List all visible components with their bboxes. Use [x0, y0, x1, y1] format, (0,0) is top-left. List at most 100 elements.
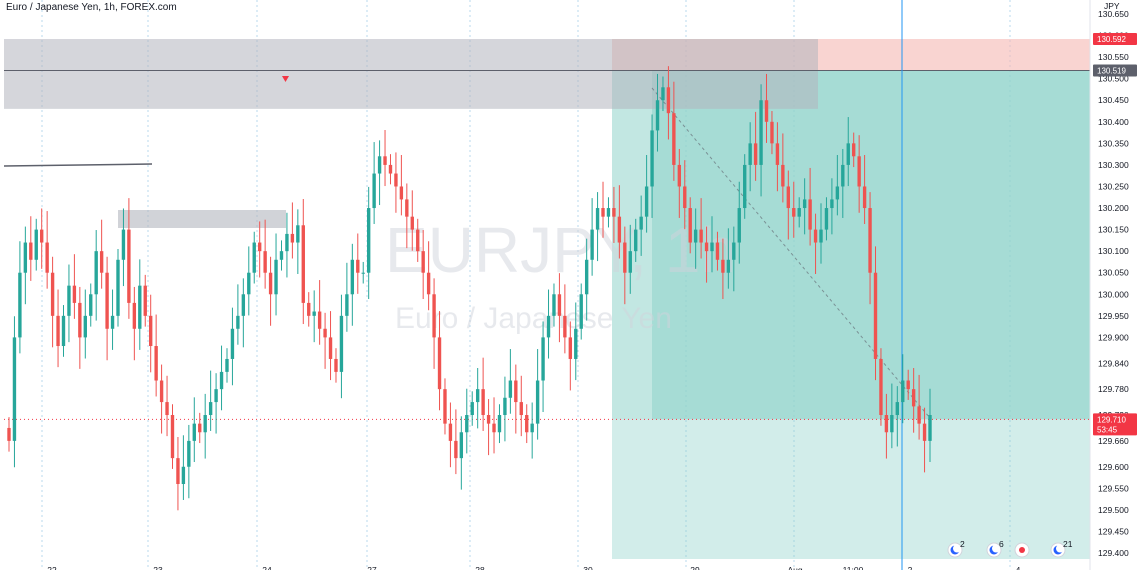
candle-body	[710, 242, 714, 252]
candle-body	[525, 415, 529, 433]
candle-body	[432, 294, 436, 338]
candle-body	[655, 100, 660, 131]
candle-body	[268, 272, 273, 295]
candle-body	[830, 199, 834, 209]
candle-body	[824, 208, 829, 230]
moon-cutout	[992, 544, 1000, 553]
candle-body	[666, 87, 671, 114]
candle-body	[868, 208, 872, 273]
earnings-moon-icon[interactable]: 6	[986, 539, 1004, 558]
candle-body	[7, 427, 11, 441]
candle-body	[753, 143, 758, 165]
candle-body	[78, 302, 82, 338]
price-tick-label: 130.200	[1098, 203, 1129, 213]
candle-body	[465, 415, 469, 433]
candle-body	[557, 294, 562, 316]
candle-body	[715, 242, 720, 260]
candle-body	[437, 337, 442, 390]
candle-body	[225, 358, 229, 372]
economic-event-icon[interactable]	[1014, 542, 1030, 558]
earnings-moon-icon[interactable]: 2	[947, 539, 965, 558]
candle-body	[852, 143, 856, 157]
candle-body	[138, 285, 142, 329]
candle-body	[410, 216, 414, 230]
candle-body	[165, 402, 169, 416]
candle-body	[568, 337, 573, 359]
candle-body	[628, 251, 632, 273]
candle-body	[29, 242, 33, 260]
candle-body	[612, 208, 616, 217]
price-tick-label: 129.500	[1098, 505, 1129, 515]
candle-body	[519, 402, 523, 416]
moon-cutout	[1056, 544, 1064, 553]
candle-body	[764, 100, 769, 122]
candle-body	[503, 397, 507, 416]
time-axis[interactable]: 22 23 24 27 28 30 29 Aug 11:00 2 4	[47, 565, 1021, 575]
candle-body	[475, 389, 480, 403]
candle-body	[530, 423, 534, 433]
candle-body	[497, 415, 502, 433]
candle-body	[377, 156, 382, 174]
candle-body	[775, 143, 780, 165]
candle-body	[198, 423, 202, 433]
candle-body	[334, 358, 338, 372]
symbol-watermark: EURJPY, 1h	[385, 214, 736, 286]
candle-body	[862, 186, 867, 209]
candle-body	[884, 415, 889, 433]
candle-body	[132, 302, 137, 329]
candle-body	[274, 259, 278, 295]
candle-body	[508, 380, 513, 398]
candle-body	[574, 328, 578, 359]
candle-body	[584, 259, 589, 295]
event-count: 6	[999, 539, 1004, 549]
candle-body	[279, 251, 284, 260]
candle-body	[40, 229, 44, 243]
candle-body	[214, 389, 218, 403]
candle-body	[170, 415, 175, 459]
candle-body	[290, 233, 295, 243]
candle-body	[688, 208, 692, 243]
time-tick-label: 30	[583, 565, 593, 570]
candle-body	[634, 229, 638, 252]
candle-body	[623, 242, 627, 273]
candle-body	[797, 208, 801, 217]
drawing-lines	[3, 0, 1090, 570]
trend-line	[3, 163, 153, 167]
countdown-label: 53:45	[1097, 425, 1118, 434]
candle-body	[83, 315, 87, 338]
candle-body	[257, 242, 262, 252]
candle-body	[650, 130, 654, 187]
candle-body	[67, 285, 71, 316]
candle-body	[56, 315, 60, 347]
candle-body	[263, 251, 267, 273]
candle-body	[443, 389, 447, 424]
candle-body	[683, 186, 687, 209]
candle-body	[693, 229, 698, 243]
candle-body	[448, 423, 453, 441]
candle-body	[192, 423, 196, 441]
candle-body	[366, 208, 371, 273]
candle-body	[121, 229, 126, 260]
event-count: 21	[1063, 539, 1073, 549]
price-badge	[1093, 64, 1137, 77]
time-tick-label: 22	[47, 565, 57, 570]
candle-body	[350, 259, 355, 295]
time-tick-label: 11:00	[843, 565, 864, 570]
candle-body	[105, 272, 109, 329]
price-axis[interactable]: 130.650130.600130.550130.500130.450130.4…	[1089, 0, 1140, 570]
candle-body	[819, 229, 823, 243]
price-badge	[1093, 413, 1137, 436]
price-tick-label: 130.500	[1098, 74, 1129, 84]
candle-body	[563, 315, 567, 338]
candle-body	[241, 294, 246, 316]
candle-body	[236, 315, 240, 329]
candle-body	[339, 315, 344, 372]
candle-body	[247, 272, 251, 295]
candle-body	[492, 423, 496, 433]
earnings-moon-icon[interactable]: 21	[1050, 539, 1073, 558]
time-tick-label: 4	[1016, 565, 1021, 570]
event-icons[interactable]: 2 6 21	[947, 539, 1073, 558]
price-badge-label: 129.710	[1097, 415, 1126, 424]
